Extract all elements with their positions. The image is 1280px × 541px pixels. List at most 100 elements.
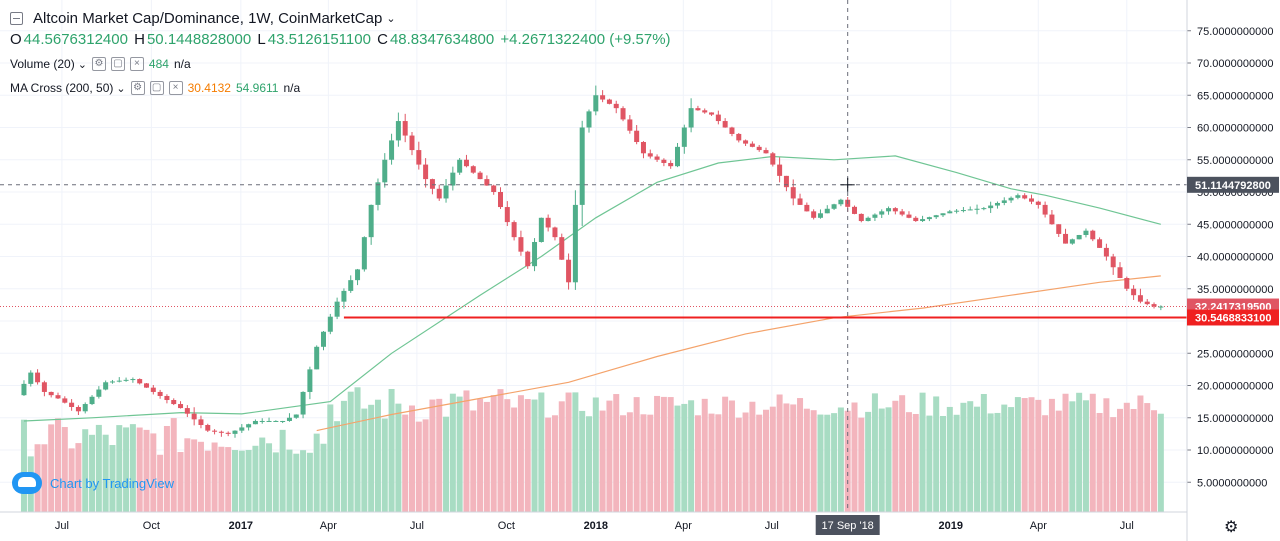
volume-indicator-label[interactable]: Volume (20) [10, 57, 75, 71]
candle-body [913, 217, 919, 222]
candle-body [1151, 304, 1157, 307]
candle-body [525, 251, 531, 267]
candle-body [736, 133, 742, 141]
volume-bar [334, 421, 341, 512]
candle-body [1029, 198, 1034, 202]
volume-bar [163, 425, 170, 512]
candle-body [321, 331, 326, 347]
candle-body [178, 404, 184, 409]
volume-bar [1021, 398, 1028, 512]
volume-bar [1110, 417, 1117, 512]
volume-bar [735, 417, 742, 512]
source-icon[interactable]: ▢ [149, 81, 164, 95]
candle-body [538, 217, 544, 242]
volume-bar [626, 412, 633, 512]
volume-bar [313, 433, 320, 512]
candle-body [96, 389, 102, 397]
symbol-title[interactable]: Altcoin Market Cap/Dominance, 1W, CoinMa… [33, 10, 383, 27]
candles [21, 85, 1164, 438]
volume-bar [654, 395, 661, 512]
close-icon[interactable]: × [168, 81, 183, 95]
volume-bar [824, 414, 831, 512]
volume-bar [306, 452, 313, 512]
volume-bar [763, 409, 769, 512]
candle-body [1097, 239, 1103, 248]
candle-body [429, 179, 435, 189]
ma-cross-indicator-row[interactable]: MA Cross (200, 50) ⌄ ⚙ ▢ × 30.4132 54.96… [10, 81, 300, 95]
candle-body [681, 127, 687, 147]
candle-body [817, 213, 823, 218]
volume-bar [204, 450, 211, 512]
candle-body [865, 217, 871, 222]
change-value: +4.2671322400 (+9.57%) [500, 31, 671, 48]
chevron-down-icon[interactable]: ⌄ [116, 82, 126, 95]
close-icon[interactable]: × [129, 57, 144, 71]
candle-body [552, 227, 558, 238]
candle-body [144, 383, 149, 388]
chevron-down-icon[interactable]: ⌄ [77, 58, 87, 71]
candle-body [232, 430, 238, 434]
symbol-title-row[interactable]: Altcoin Market Cap/Dominance, 1W, CoinMa… [10, 10, 396, 27]
candle-body [252, 420, 258, 425]
candle-body [661, 159, 667, 163]
candle-body [1158, 306, 1164, 308]
gear-icon[interactable]: ⚙ [1224, 519, 1239, 536]
high-label: H [134, 31, 145, 48]
candle-body [157, 391, 163, 396]
ma-200-value: 30.4132 [187, 81, 231, 95]
candle-body [967, 209, 973, 211]
candle-body [1001, 200, 1007, 203]
volume-bar [477, 398, 484, 512]
candle-body [103, 382, 109, 390]
candle-body [566, 259, 572, 283]
volume-bar [327, 404, 334, 512]
volume-bar [1042, 415, 1049, 512]
candle-body [443, 185, 449, 199]
volume-bar [129, 424, 136, 512]
y-tick-label: 5.0000000000 [1197, 477, 1267, 489]
candle-body [947, 211, 953, 214]
settings-icon[interactable]: ⚙ [130, 81, 145, 95]
volume-bar [1014, 397, 1021, 512]
volume-bar [102, 434, 109, 512]
volume-indicator-row[interactable]: Volume (20) ⌄ ⚙ ▢ × 484 n/a [10, 57, 191, 71]
volume-bar [797, 398, 804, 512]
chart-header: Altcoin Market Cap/Dominance, 1W, CoinMa… [0, 0, 1186, 110]
ma-cross-indicator-label[interactable]: MA Cross (200, 50) [10, 81, 114, 95]
volume-bar [320, 443, 327, 512]
volume-bar [987, 413, 994, 512]
open-label: O [10, 31, 22, 48]
candle-body [1056, 224, 1062, 234]
x-tick-label: Apr [320, 520, 337, 532]
candle-body [416, 150, 422, 165]
settings-icon[interactable]: ⚙ [91, 57, 106, 71]
volume-bar [538, 392, 545, 512]
volume-bar [177, 452, 184, 512]
candle-body [259, 420, 265, 422]
collapse-icon[interactable] [10, 12, 23, 25]
candle-body [218, 431, 224, 433]
volume-bar [55, 418, 61, 512]
candle-body [879, 211, 885, 215]
volume-bar [688, 400, 695, 512]
volume-bar [184, 438, 191, 512]
candle-body [463, 159, 469, 167]
moving-averages [23, 155, 1161, 432]
candle-body [777, 164, 783, 176]
candle-body [212, 430, 218, 432]
tradingview-logo[interactable]: Chart by TradingView [12, 472, 174, 494]
volume-bar [1082, 400, 1089, 512]
chevron-down-icon[interactable]: ⌄ [386, 13, 396, 25]
logo-text[interactable]: Chart by TradingView [50, 475, 175, 491]
volume-bar [551, 415, 558, 512]
candle-body [600, 95, 606, 100]
ma-50-value: 54.9611 [235, 81, 279, 95]
candle-body [21, 383, 27, 396]
volume-bar [599, 410, 606, 512]
source-icon[interactable]: ▢ [110, 57, 125, 71]
volume-bar [647, 414, 654, 512]
y-tick-label: 15.0000000000 [1197, 413, 1273, 425]
volume-bar [354, 387, 361, 512]
candle-body [783, 175, 789, 188]
